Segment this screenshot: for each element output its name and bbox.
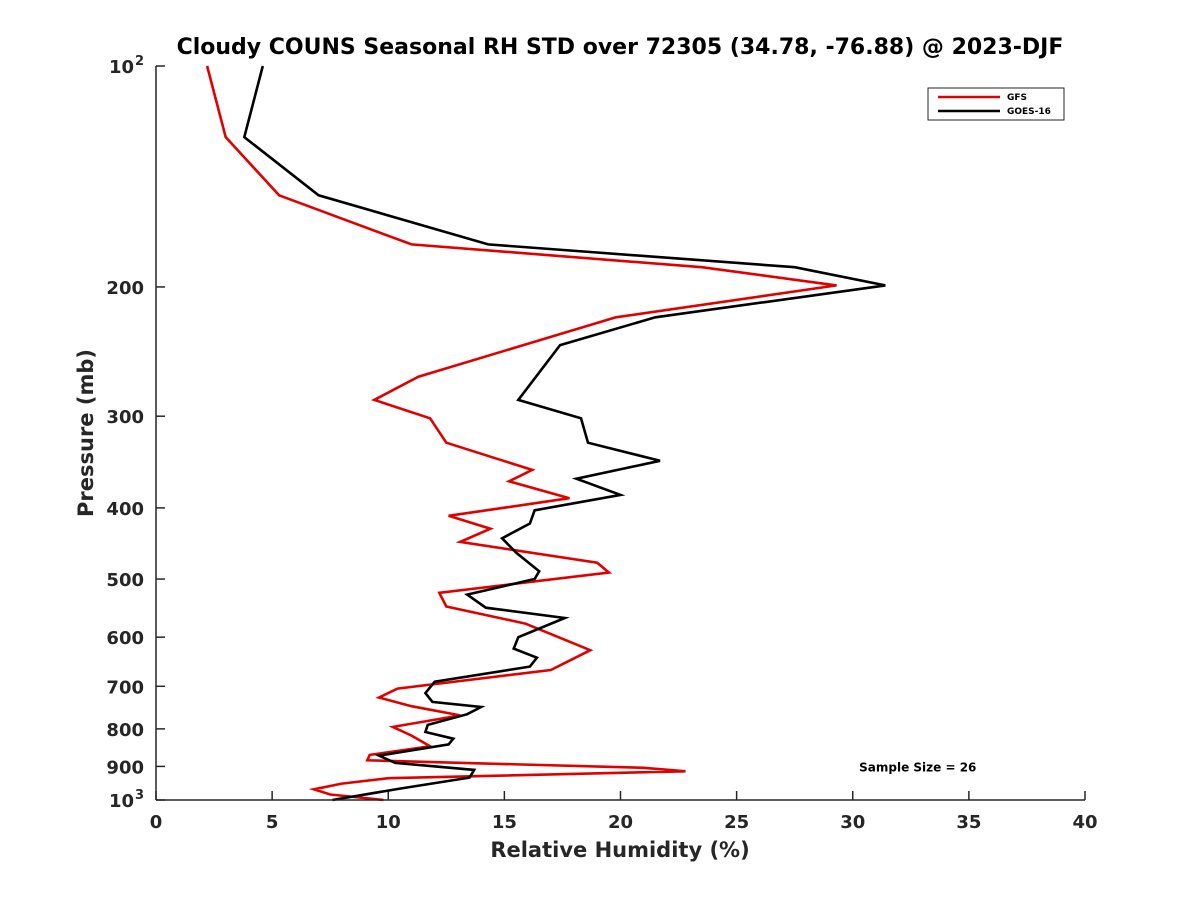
- legend-label-goes16: GOES-16: [1007, 107, 1051, 117]
- y-tick-exponent: 3: [135, 788, 144, 803]
- legend-box: [927, 87, 1065, 121]
- y-tick-label: 800: [106, 720, 144, 741]
- x-tick-label: 30: [840, 812, 865, 833]
- x-tick-label: 5: [266, 812, 279, 833]
- x-axis-label: Relative Humidity (%): [490, 838, 749, 862]
- legend-label-gfs: GFS: [1007, 93, 1027, 103]
- y-tick-label: 10: [109, 791, 134, 812]
- y-tick-exponent: 2: [135, 54, 144, 69]
- y-tick-label: 200: [106, 278, 144, 299]
- y-tick-label: 300: [106, 407, 144, 428]
- x-tick-label: 15: [492, 812, 517, 833]
- x-tick-label: 35: [956, 812, 981, 833]
- y-tick-label: 500: [106, 570, 144, 591]
- x-tick-label: 20: [608, 812, 633, 833]
- axes-layer: [155, 66, 1085, 801]
- sample-size-annotation: Sample Size = 26: [859, 760, 976, 774]
- x-tick-label: 25: [724, 812, 749, 833]
- x-tick-labels: 0 5 10 15 20 25 30 35 40: [150, 812, 1098, 833]
- legend: GFS GOES-16: [927, 87, 1065, 121]
- y-tick-label: 700: [106, 677, 144, 698]
- axis-ticks: [155, 65, 1086, 801]
- y-tick-label: 400: [106, 499, 144, 520]
- series-line-gfs: [205, 65, 837, 802]
- y-axis-label: Pressure (mb): [74, 349, 98, 517]
- y-tick-label: 900: [106, 757, 144, 778]
- series-line-goes16: [242, 65, 886, 802]
- x-tick-label: 40: [1072, 812, 1097, 833]
- chart-title: Cloudy COUNS Seasonal RH STD over 72305 …: [177, 35, 1064, 60]
- x-tick-label: 0: [150, 812, 163, 833]
- series-layer: [205, 65, 886, 802]
- x-tick-label: 10: [376, 812, 401, 833]
- y-tick-label: 600: [106, 628, 144, 649]
- y-tick-label: 10: [109, 57, 134, 78]
